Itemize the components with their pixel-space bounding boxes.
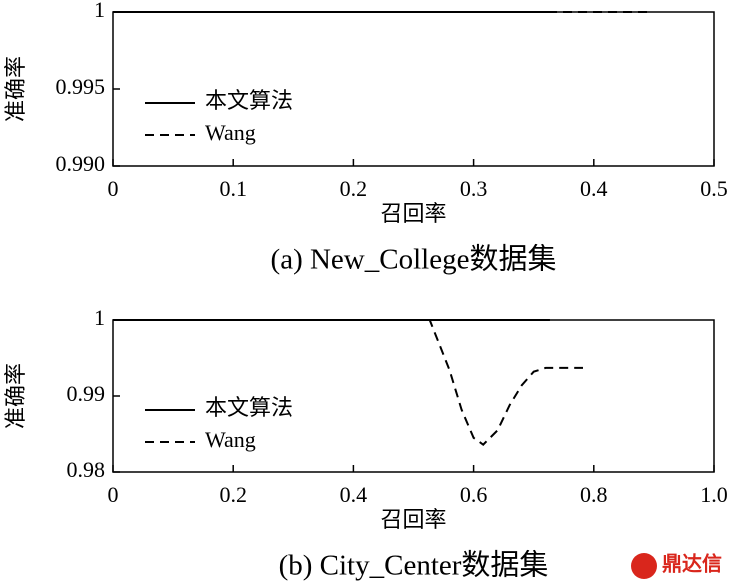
data-line — [113, 319, 583, 446]
x-axis-label: 召回率 — [380, 507, 446, 532]
x-tick-label: 0.5 — [700, 176, 728, 201]
watermark-text: 鼎达信 — [662, 552, 722, 576]
plot-frame — [112, 11, 715, 167]
x-tick-label: 0 — [108, 176, 119, 201]
legend-label: 本文算法 — [205, 88, 293, 113]
plot-frame — [112, 319, 715, 473]
legend-label: Wang — [205, 427, 256, 452]
caption: (a) New_College数据集 — [271, 243, 557, 276]
x-tick-label: 0.6 — [460, 482, 488, 507]
watermark-icon — [631, 553, 657, 579]
y-tick-label: 0.995 — [56, 74, 106, 99]
x-tick-label: 0.4 — [340, 482, 368, 507]
y-tick-label: 1 — [94, 305, 105, 330]
x-tick-label: 0 — [108, 482, 119, 507]
y-axis-label: 准确率 — [3, 363, 28, 429]
legend-label: 本文算法 — [205, 395, 293, 420]
x-tick-label: 0.8 — [580, 482, 608, 507]
x-tick-label: 0.2 — [219, 482, 247, 507]
y-tick-label: 0.98 — [67, 457, 106, 482]
watermark: 鼎达信 — [631, 552, 722, 579]
y-tick-label: 0.990 — [56, 151, 106, 176]
x-tick-label: 0.2 — [340, 176, 368, 201]
x-tick-label: 0.1 — [219, 176, 247, 201]
x-axis-label: 召回率 — [380, 201, 446, 226]
caption: (b) City_Center数据集 — [279, 549, 549, 582]
legend-label: Wang — [205, 120, 256, 145]
y-tick-label: 0.99 — [67, 381, 106, 406]
x-tick-label: 0.4 — [580, 176, 608, 201]
x-tick-label: 1.0 — [700, 482, 728, 507]
y-axis-label: 准确率 — [3, 56, 28, 122]
x-tick-label: 0.3 — [460, 176, 488, 201]
y-tick-label: 1 — [94, 0, 105, 22]
